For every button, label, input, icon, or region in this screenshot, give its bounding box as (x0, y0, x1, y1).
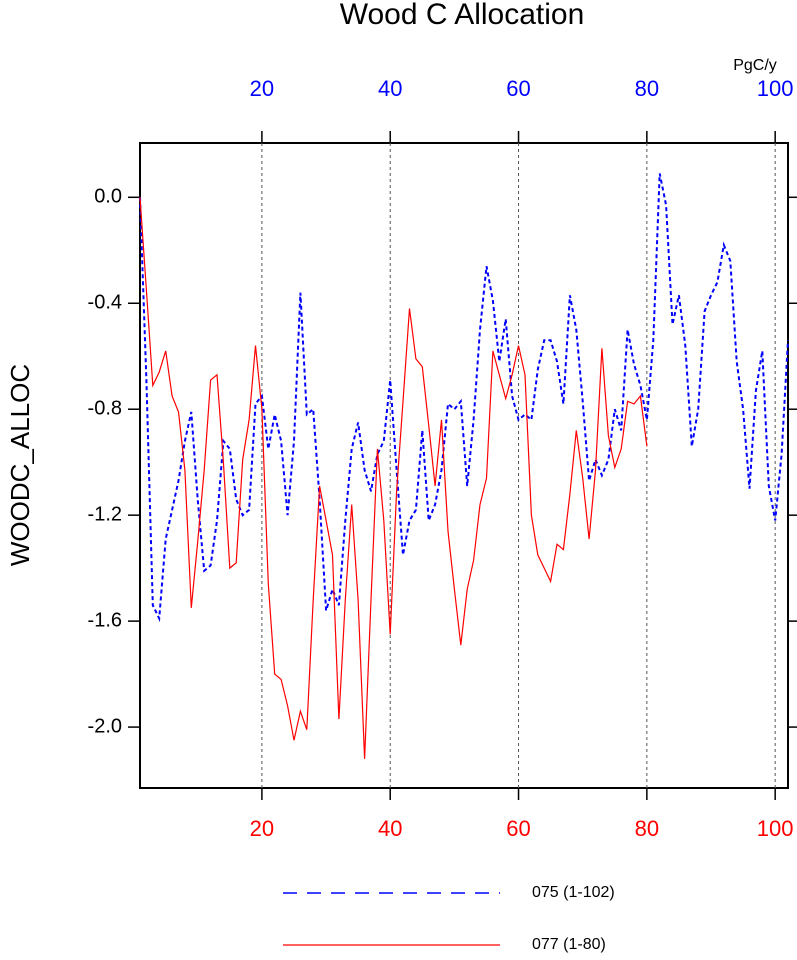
y-tick-label: -1.6 (88, 609, 122, 631)
plot-frame (139, 142, 789, 789)
x-tick-label: 40 (378, 816, 402, 841)
y-tick-label: -1.2 (88, 503, 122, 525)
x-tick-label: 60 (506, 816, 530, 841)
x2-tick-label: 60 (506, 76, 530, 101)
x2-tick-label: 80 (635, 76, 659, 101)
data-line (139, 173, 789, 623)
y-tick-label: 0.0 (94, 186, 122, 208)
x-tick-label: 80 (635, 816, 659, 841)
x-tick-label: 20 (250, 816, 274, 841)
x-tick-label: 100 (757, 816, 794, 841)
legend-label: 075 (1-102) (532, 884, 615, 901)
y-axis-label: WOODC_ALLOC (5, 364, 35, 566)
y-tick-label: -2.0 (88, 715, 122, 737)
data-line (139, 197, 648, 759)
x2-tick-label: 20 (250, 76, 274, 101)
x2-tick-label: 100 (757, 76, 794, 101)
chart-title: Wood C Allocation (340, 0, 585, 31)
x2-tick-label: 40 (378, 76, 402, 101)
y-tick-label: -0.4 (88, 292, 122, 314)
y-tick-label: -0.8 (88, 397, 122, 419)
legend-label: 077 (1-80) (532, 936, 606, 953)
units-label: PgC/y (733, 57, 777, 74)
